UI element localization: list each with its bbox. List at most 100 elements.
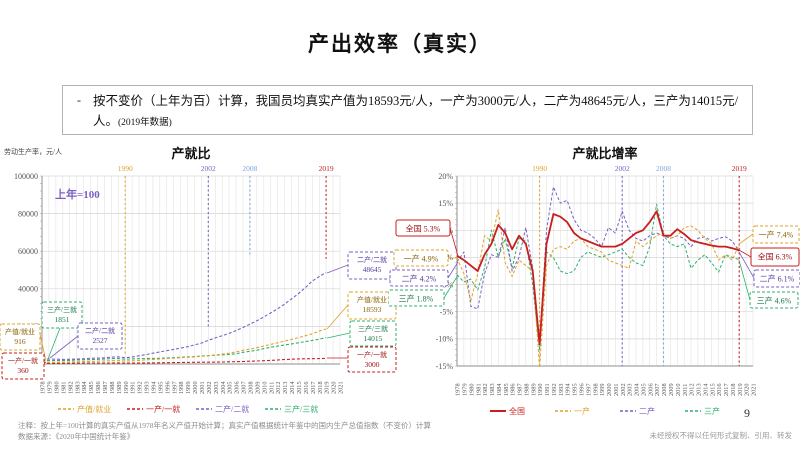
x-tick-label: 2004 [634, 383, 641, 396]
x-tick-label: 1997 [585, 383, 592, 396]
x-tick-label: 2003 [627, 383, 634, 396]
x-tick-label: 2021 [338, 381, 345, 394]
y-axis-label: 劳动生产率，元/人 [4, 147, 62, 156]
callout-box [347, 346, 397, 373]
chart-production-employment-ratio: 0200004000060000800001000001978197919801… [0, 146, 397, 414]
x-tick-label: 2004 [220, 381, 227, 394]
x-tick-label: 1985 [503, 383, 510, 396]
x-tick-label: 1982 [67, 381, 74, 394]
callout-label-value: 二产 4.2% [402, 274, 437, 284]
x-tick-label: 2017 [723, 383, 730, 396]
callout-label: 二产/二就 [85, 326, 115, 335]
callout-box [389, 269, 449, 287]
x-tick-label: 2002 [620, 383, 627, 396]
x-tick-label: 1998 [178, 381, 185, 394]
x-tick-label: 1990 [123, 381, 130, 394]
x-tick-label: 1982 [482, 383, 489, 396]
x-tick-label: 1985 [88, 381, 95, 394]
callout-value: 1851 [55, 315, 70, 324]
x-tick-label: 2001 [199, 381, 206, 394]
x-tick-label: 2014 [289, 381, 296, 394]
callout-label-value: 全国 6.3% [758, 252, 793, 262]
marker-year-label: 2019 [319, 164, 334, 173]
x-tick-label: 2005 [641, 383, 648, 396]
x-tick-label: 2006 [647, 383, 654, 396]
x-tick-label: 2018 [317, 381, 324, 394]
x-tick-label: 2020 [744, 383, 751, 396]
x-tick-label: 1987 [517, 383, 524, 396]
callout-box [395, 219, 451, 237]
x-tick-label: 1993 [558, 383, 565, 396]
callout-label: 产值/就业 [5, 327, 35, 336]
x-tick-label: 1994 [151, 381, 158, 394]
x-tick-label: 1980 [468, 383, 475, 396]
callout-label-value: 三产 4.6% [757, 296, 792, 306]
x-tick-label: 1998 [592, 383, 599, 396]
chart-annotation: 上年=100 [55, 187, 100, 201]
callout-label: 三产/三就 [47, 305, 77, 314]
copyright-notice: 未经授权不得以任何形式复制、引用、转发 [649, 431, 793, 440]
x-tick-label: 2019 [324, 381, 331, 394]
marker-year-label: 2002 [615, 164, 630, 173]
x-tick-label: 2013 [696, 383, 703, 396]
marker-year-label: 2019 [732, 164, 747, 173]
bullet-box: - 按不变价（上年为百）计算，我国员均真实产值为18593元/人，一产为3000… [62, 85, 753, 135]
x-tick-label: 2000 [192, 381, 199, 394]
x-tick-label: 1991 [544, 383, 551, 396]
marker-year-label: 1990 [118, 164, 133, 173]
callout-value: 18593 [363, 305, 382, 314]
x-tick-label: 1991 [130, 381, 137, 394]
callout-box [752, 225, 800, 244]
series-line [41, 328, 327, 363]
legend-item: 一产 [574, 406, 590, 416]
callout-box [77, 322, 123, 350]
x-tick-label: 1994 [565, 383, 572, 396]
y-tick-label: 60000 [18, 247, 38, 256]
callout-box [1, 352, 45, 380]
x-tick-label: 1987 [102, 381, 109, 394]
x-tick-label: 2020 [331, 381, 338, 394]
callout-box [750, 247, 800, 267]
callout-label: 一产/一就 [8, 356, 38, 365]
y-tick-label: 100000 [14, 172, 38, 181]
y-tick-label: -10% [436, 335, 454, 344]
x-tick-label: 1983 [489, 383, 496, 396]
callout-box [749, 291, 799, 309]
callout-label-value: 一产 7.4% [759, 230, 794, 240]
page-title: 产出效率（真实） [308, 32, 492, 56]
series-line [456, 209, 740, 369]
x-tick-label: 1993 [144, 381, 151, 394]
x-tick-label: 2019 [737, 383, 744, 396]
callout-box [0, 323, 41, 351]
bullet-suffix: (2019年数据) [118, 118, 172, 128]
x-tick-label: 1981 [60, 381, 67, 394]
x-tick-label: 2014 [702, 383, 709, 396]
marker-year-label: 2008 [242, 164, 257, 173]
x-tick-label: 2016 [303, 381, 310, 394]
legend-item: 全国 [509, 406, 525, 416]
x-tick-label: 1996 [164, 381, 171, 394]
x-tick-label: 1996 [579, 383, 586, 396]
x-tick-label: 1992 [137, 381, 144, 394]
x-tick-label: 2009 [668, 383, 675, 396]
page-number: 9 [744, 406, 750, 420]
legend-item: 三产/三就 [284, 404, 318, 414]
x-tick-label: 1983 [74, 381, 81, 394]
x-tick-label: 2009 [254, 381, 261, 394]
x-tick-label: 1978 [455, 383, 462, 396]
x-tick-label: 2008 [248, 381, 255, 394]
legend-item: 产值/就业 [77, 404, 111, 414]
series-line [42, 357, 327, 364]
x-tick-label: 1989 [530, 383, 537, 396]
x-tick-label: 2010 [261, 381, 268, 394]
x-tick-label: 2011 [268, 382, 275, 394]
callout-label: 一产/一就 [357, 350, 387, 359]
bullet-main-text: 按不变价（上年为百）计算，我国员均真实产值为18593元/人，一产为3000元/… [93, 94, 739, 128]
marker-year-label: 2008 [656, 164, 671, 173]
x-tick-label: 2007 [654, 383, 661, 396]
callout-label-value: 三产 1.8% [399, 294, 434, 304]
x-tick-label: 1988 [523, 383, 530, 396]
x-tick-label: 1986 [510, 383, 517, 396]
x-tick-label: 1997 [171, 381, 178, 394]
x-tick-label: 1999 [599, 383, 606, 396]
